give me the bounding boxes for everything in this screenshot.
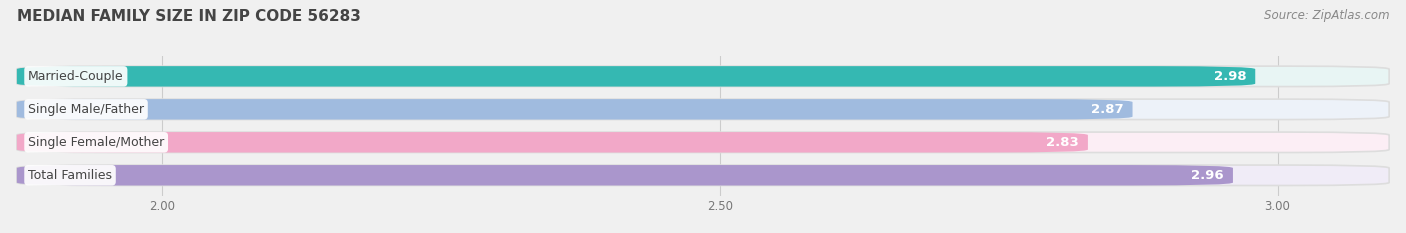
- FancyBboxPatch shape: [17, 132, 1088, 153]
- FancyBboxPatch shape: [17, 66, 1256, 87]
- Text: MEDIAN FAMILY SIZE IN ZIP CODE 56283: MEDIAN FAMILY SIZE IN ZIP CODE 56283: [17, 9, 361, 24]
- Text: 2.96: 2.96: [1191, 169, 1225, 182]
- Text: 2.83: 2.83: [1046, 136, 1078, 149]
- FancyBboxPatch shape: [17, 132, 1389, 153]
- FancyBboxPatch shape: [17, 66, 1389, 87]
- Text: Single Male/Father: Single Male/Father: [28, 103, 143, 116]
- Text: 2.98: 2.98: [1213, 70, 1246, 83]
- FancyBboxPatch shape: [17, 99, 1389, 120]
- Text: Source: ZipAtlas.com: Source: ZipAtlas.com: [1264, 9, 1389, 22]
- FancyBboxPatch shape: [17, 165, 1233, 185]
- FancyBboxPatch shape: [17, 165, 1389, 185]
- Text: Total Families: Total Families: [28, 169, 112, 182]
- Text: 2.87: 2.87: [1091, 103, 1123, 116]
- Text: Married-Couple: Married-Couple: [28, 70, 124, 83]
- Text: Single Female/Mother: Single Female/Mother: [28, 136, 165, 149]
- FancyBboxPatch shape: [17, 99, 1132, 120]
